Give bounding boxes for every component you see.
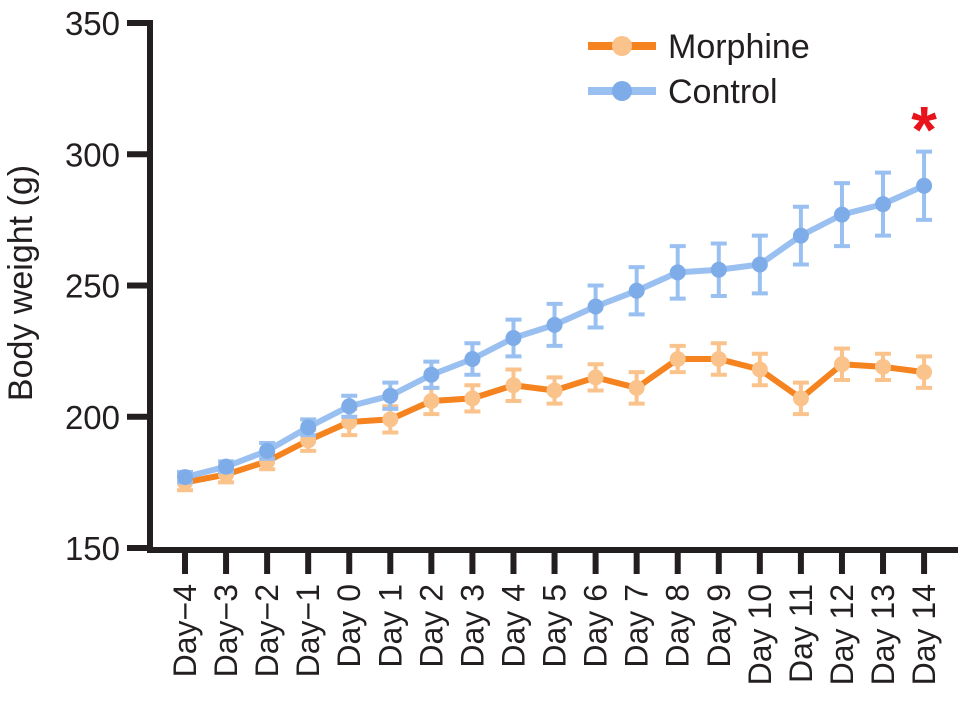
x-tick-label: Day−3 <box>208 584 244 677</box>
control-marker <box>751 256 768 273</box>
x-tick-label: Day−2 <box>249 584 285 677</box>
x-tick-label: Day−4 <box>167 584 203 677</box>
control-marker <box>300 419 317 436</box>
control-marker <box>177 469 193 486</box>
control-marker <box>218 458 235 475</box>
x-tick-label: Day 12 <box>824 584 860 685</box>
x-tick-label: Day 6 <box>578 584 614 668</box>
y-tick-label: 250 <box>65 268 120 305</box>
control-marker <box>916 177 933 194</box>
control-marker <box>259 442 276 459</box>
control-marker <box>710 261 727 278</box>
x-tick-label: Day 11 <box>783 584 819 683</box>
legend-item-control: Control <box>588 73 778 111</box>
legend-label: Control <box>668 73 778 111</box>
control-marker <box>833 206 850 223</box>
morphine-marker <box>669 351 686 367</box>
morphine-marker <box>710 351 727 367</box>
x-tick-label: Day−1 <box>290 584 326 677</box>
y-axis-title: Body weight (g) <box>2 165 40 401</box>
control-marker <box>382 387 399 404</box>
x-tick-label: Day 7 <box>619 584 655 668</box>
legend-label: Morphine <box>668 28 810 66</box>
control-marker <box>464 351 481 367</box>
x-tick-label: Day 10 <box>742 584 778 685</box>
morphine-marker <box>792 390 809 407</box>
x-tick-label: Day 5 <box>537 584 573 668</box>
x-tick-label: Day 1 <box>372 584 408 668</box>
morphine-marker <box>464 390 481 407</box>
control-marker <box>341 398 358 415</box>
legend: Morphine Control <box>588 28 810 111</box>
control-marker <box>546 316 563 333</box>
control-marker <box>423 366 440 383</box>
x-tick-label: Day 8 <box>660 584 696 668</box>
x-tick-label: Day 13 <box>865 584 901 685</box>
x-tick-label: Day 14 <box>906 584 942 685</box>
y-tick-label: 300 <box>65 136 120 173</box>
x-tick-label: Day 9 <box>701 584 737 668</box>
morphine-marker <box>916 364 933 381</box>
morphine-marker <box>382 411 399 428</box>
control-marker <box>669 264 686 281</box>
control-marker <box>792 227 809 244</box>
x-tick-label: Day 4 <box>495 584 531 668</box>
series-control <box>177 149 933 486</box>
series-morphine <box>177 341 933 493</box>
control-marker <box>505 330 522 346</box>
x-tick-label: Day 2 <box>413 584 449 668</box>
control-marker <box>875 196 892 213</box>
legend-marker <box>612 36 632 56</box>
x-tick-label: Day 0 <box>331 584 367 668</box>
y-tick-label: 200 <box>65 399 120 436</box>
control-marker <box>587 298 604 315</box>
control-marker <box>628 282 645 299</box>
morphine-marker <box>628 379 645 396</box>
morphine-marker <box>587 369 604 386</box>
y-tick-label: 350 <box>65 5 120 42</box>
morphine-marker <box>833 356 850 373</box>
morphine-marker <box>505 377 522 394</box>
morphine-marker <box>751 361 768 378</box>
x-tick-label: Day 3 <box>454 584 490 668</box>
legend-marker <box>612 81 632 101</box>
significance-asterisk: * <box>911 93 937 167</box>
morphine-marker <box>423 393 440 409</box>
legend-item-morphine: Morphine <box>588 28 810 66</box>
morphine-marker <box>875 358 892 375</box>
y-tick-label: 150 <box>65 530 120 567</box>
morphine-marker <box>546 382 563 399</box>
